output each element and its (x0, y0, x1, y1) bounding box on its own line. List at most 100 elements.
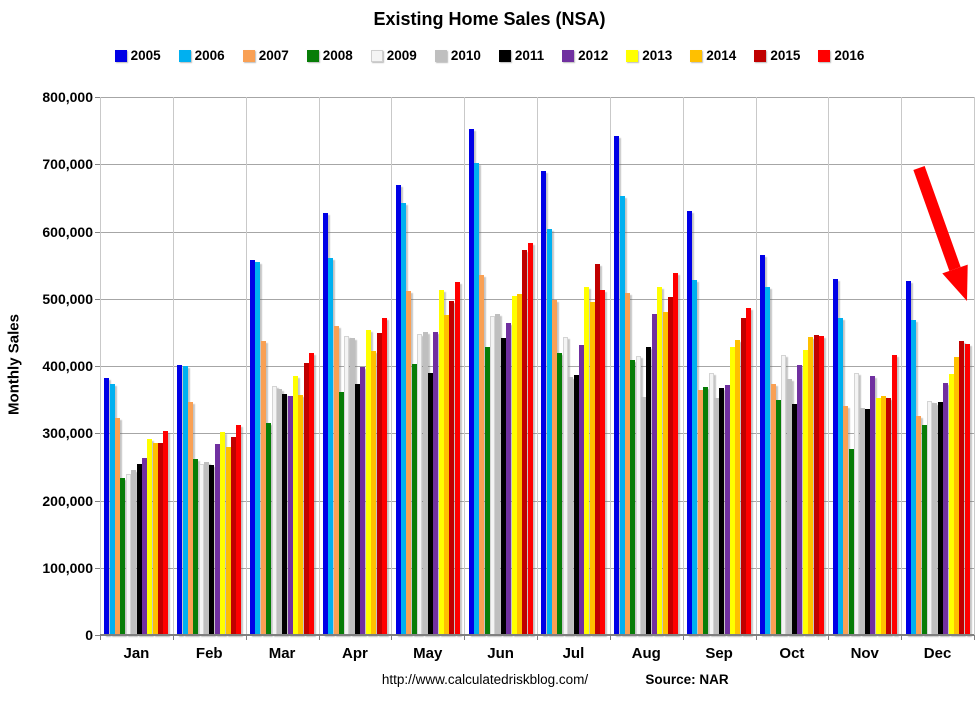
bar-2016-aug (673, 272, 679, 635)
bar-2015-mar (303, 363, 309, 635)
bar-2014-jun (516, 294, 522, 635)
bar-2014-dec (953, 356, 959, 635)
bar-2006-jul (546, 229, 552, 635)
bar-2007-jun (479, 275, 485, 635)
legend-swatch-2015 (754, 49, 767, 62)
bar-2011-nov (864, 409, 870, 635)
bar-2014-jan (152, 443, 158, 635)
bar-2015-jun (522, 249, 528, 635)
chart-title: Existing Home Sales (NSA) (373, 9, 606, 29)
x-axis-label-jul: Jul (562, 645, 585, 662)
legend-label-2014: 2014 (706, 48, 737, 63)
bar-2014-aug (662, 312, 668, 635)
legend-swatch-2009 (370, 49, 383, 62)
bar-2012-apr (360, 366, 366, 635)
bar-2008-jan (120, 477, 126, 635)
x-axis-tick (100, 635, 101, 640)
bar-2010-jan (131, 470, 137, 635)
y-axis-tick (95, 567, 100, 569)
bar-2007-apr (333, 325, 339, 635)
y-axis-tick-label: 200,000 (42, 492, 93, 509)
bar-2016-jul (600, 290, 606, 635)
legend-swatch-2005 (114, 49, 127, 62)
bar-2009-dec (927, 400, 932, 635)
bar-2005-oct (759, 255, 765, 635)
x-axis-label-mar: Mar (268, 645, 296, 662)
x-axis-label-jan: Jan (123, 645, 150, 662)
bar-2010-apr (349, 338, 355, 635)
month-separator-gridline (609, 97, 611, 635)
bar-2014-mar (298, 394, 304, 635)
bar-2009-apr (344, 336, 350, 635)
legend-swatch-2013 (626, 49, 639, 62)
y-axis-tick-label: 700,000 (42, 156, 93, 173)
bar-2008-jun (484, 347, 490, 635)
legend-label-2016: 2016 (834, 48, 865, 63)
bar-2011-mar (282, 394, 288, 635)
bar-2016-nov (891, 354, 897, 635)
bar-group-jun (464, 97, 537, 635)
bar-2012-oct (797, 364, 803, 635)
bar-2015-dec (959, 341, 965, 635)
bar-2013-jun (511, 296, 517, 635)
bar-2007-jan (115, 418, 121, 635)
bar-group-aug (610, 97, 683, 635)
legend-swatch-2012 (562, 49, 575, 62)
bar-2007-sep (697, 390, 703, 635)
legend-item-2010: 2010 (434, 48, 481, 63)
bar-2009-aug (635, 355, 641, 635)
legend-label-2013: 2013 (642, 48, 673, 63)
bar-2008-mar (266, 422, 272, 635)
x-axis-tick (172, 635, 174, 640)
bar-2010-jun (495, 314, 501, 635)
y-axis-tick (95, 635, 100, 636)
footer-source: Source: NAR (645, 672, 729, 687)
bar-2011-sep (719, 387, 725, 635)
bar-2008-feb (193, 458, 199, 635)
x-axis-tick (974, 635, 975, 640)
bar-2015-aug (667, 296, 673, 635)
bar-2014-oct (808, 337, 814, 635)
bar-2010-aug (641, 396, 647, 635)
x-axis-label-may: May (413, 645, 443, 662)
bar-2014-nov (881, 396, 887, 635)
bar-2011-jul (573, 375, 579, 635)
bar-2007-may (406, 291, 412, 635)
bar-2015-apr (376, 333, 382, 635)
x-axis-label-oct: Oct (779, 645, 805, 662)
x-axis-label-jun: Jun (487, 645, 514, 662)
legend-item-2012: 2012 (562, 48, 608, 63)
legend-item-2016: 2016 (818, 48, 864, 63)
bar-2012-nov (870, 376, 876, 635)
month-separator-gridline (682, 97, 684, 635)
bar-2008-dec (921, 424, 927, 635)
y-axis-tick-label: 500,000 (42, 290, 93, 307)
x-axis-tick (245, 635, 247, 640)
bar-2016-may (454, 281, 460, 635)
y-axis-tick (95, 500, 100, 502)
bar-2014-jul (589, 302, 595, 635)
trend-arrow-icon (913, 165, 968, 301)
bar-2016-sep (746, 307, 752, 635)
bar-2013-nov (875, 398, 881, 635)
bar-group-may (391, 97, 464, 635)
legend-item-2013: 2013 (626, 48, 672, 63)
bar-2016-mar (309, 352, 315, 635)
bar-2009-oct (781, 354, 787, 635)
bar-2013-may (438, 290, 444, 635)
bar-2009-jan (125, 473, 131, 635)
bar-group-jan (100, 97, 173, 635)
bar-2007-mar (260, 341, 266, 635)
legend-item-2009: 2009 (370, 48, 417, 63)
legend-swatch-2007 (242, 49, 255, 62)
bar-2006-jun (473, 162, 479, 635)
month-separator-gridline (391, 97, 393, 635)
bar-2006-dec (910, 319, 916, 635)
bar-2005-sep (687, 211, 692, 635)
bar-2015-nov (886, 397, 892, 635)
legend: 2005 2006 2007 2008 2009 2010 2011 2012 2013 2014… (0, 48, 979, 63)
x-axis-label-aug: Aug (631, 645, 661, 662)
bar-2012-dec (943, 382, 949, 635)
bar-2006-jan (109, 384, 115, 635)
bar-2007-oct (770, 384, 776, 635)
